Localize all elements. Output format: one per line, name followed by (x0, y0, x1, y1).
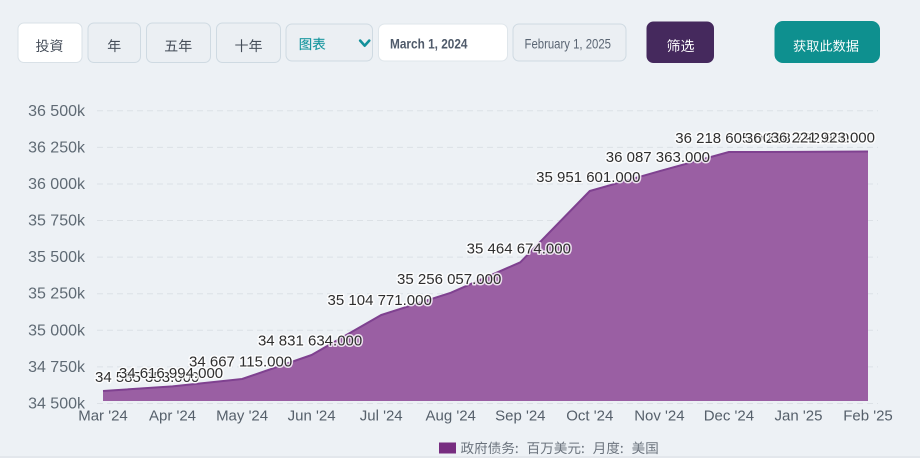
svg-text:36 218 792.000: 36 218 792.000 (745, 130, 849, 147)
svg-text:36 250k: 36 250k (28, 139, 86, 156)
svg-text:Nov '24: Nov '24 (634, 408, 684, 425)
svg-text:35 951 601.000: 35 951 601.000 (536, 169, 640, 186)
svg-text:Aug '24: Aug '24 (425, 408, 475, 425)
svg-text:36 221 923.000: 36 221 923.000 (771, 130, 875, 147)
svg-text:Mar '24: Mar '24 (78, 408, 128, 425)
svg-text:35 256 057.000: 35 256 057.000 (397, 271, 501, 288)
svg-text:34 750k: 34 750k (28, 359, 86, 376)
svg-text:34 831 634.000: 34 831 634.000 (258, 333, 362, 350)
svg-text:35 000k: 35 000k (28, 322, 86, 339)
svg-text:35 104 771.000: 35 104 771.000 (328, 292, 432, 309)
svg-text:March 1, 2024: March 1, 2024 (390, 36, 468, 51)
svg-text:Jun '24: Jun '24 (288, 408, 336, 425)
svg-text:May '24: May '24 (216, 408, 268, 425)
svg-text:34 500k: 34 500k (28, 396, 86, 413)
svg-text:34 616 994.000: 34 616 994.000 (119, 365, 223, 382)
svg-text:36 218 605.000: 36 218 605.000 (675, 130, 779, 147)
svg-text:35 500k: 35 500k (28, 249, 86, 266)
svg-text:35 750k: 35 750k (28, 213, 86, 230)
svg-text:36 000k: 36 000k (28, 176, 86, 193)
svg-text:Feb '25: Feb '25 (843, 408, 893, 425)
svg-text:Sep '24: Sep '24 (495, 408, 545, 425)
svg-text:36 500k: 36 500k (28, 103, 86, 120)
svg-text:Jan '25: Jan '25 (775, 408, 823, 425)
svg-text:Dec '24: Dec '24 (704, 408, 754, 425)
svg-text:36 087 363.000: 36 087 363.000 (606, 149, 710, 166)
svg-text:Apr '24: Apr '24 (149, 408, 196, 425)
svg-text:Jul '24: Jul '24 (360, 408, 403, 425)
svg-text:35 250k: 35 250k (28, 286, 86, 303)
svg-text:34 667 115.000: 34 667 115.000 (189, 354, 292, 371)
svg-text:34 585 353.000: 34 585 353.000 (95, 369, 199, 386)
svg-text:Oct '24: Oct '24 (566, 408, 613, 425)
svg-text:35 464 674.000: 35 464 674.000 (467, 240, 571, 257)
svg-text:February 1, 2025: February 1, 2025 (525, 36, 612, 51)
